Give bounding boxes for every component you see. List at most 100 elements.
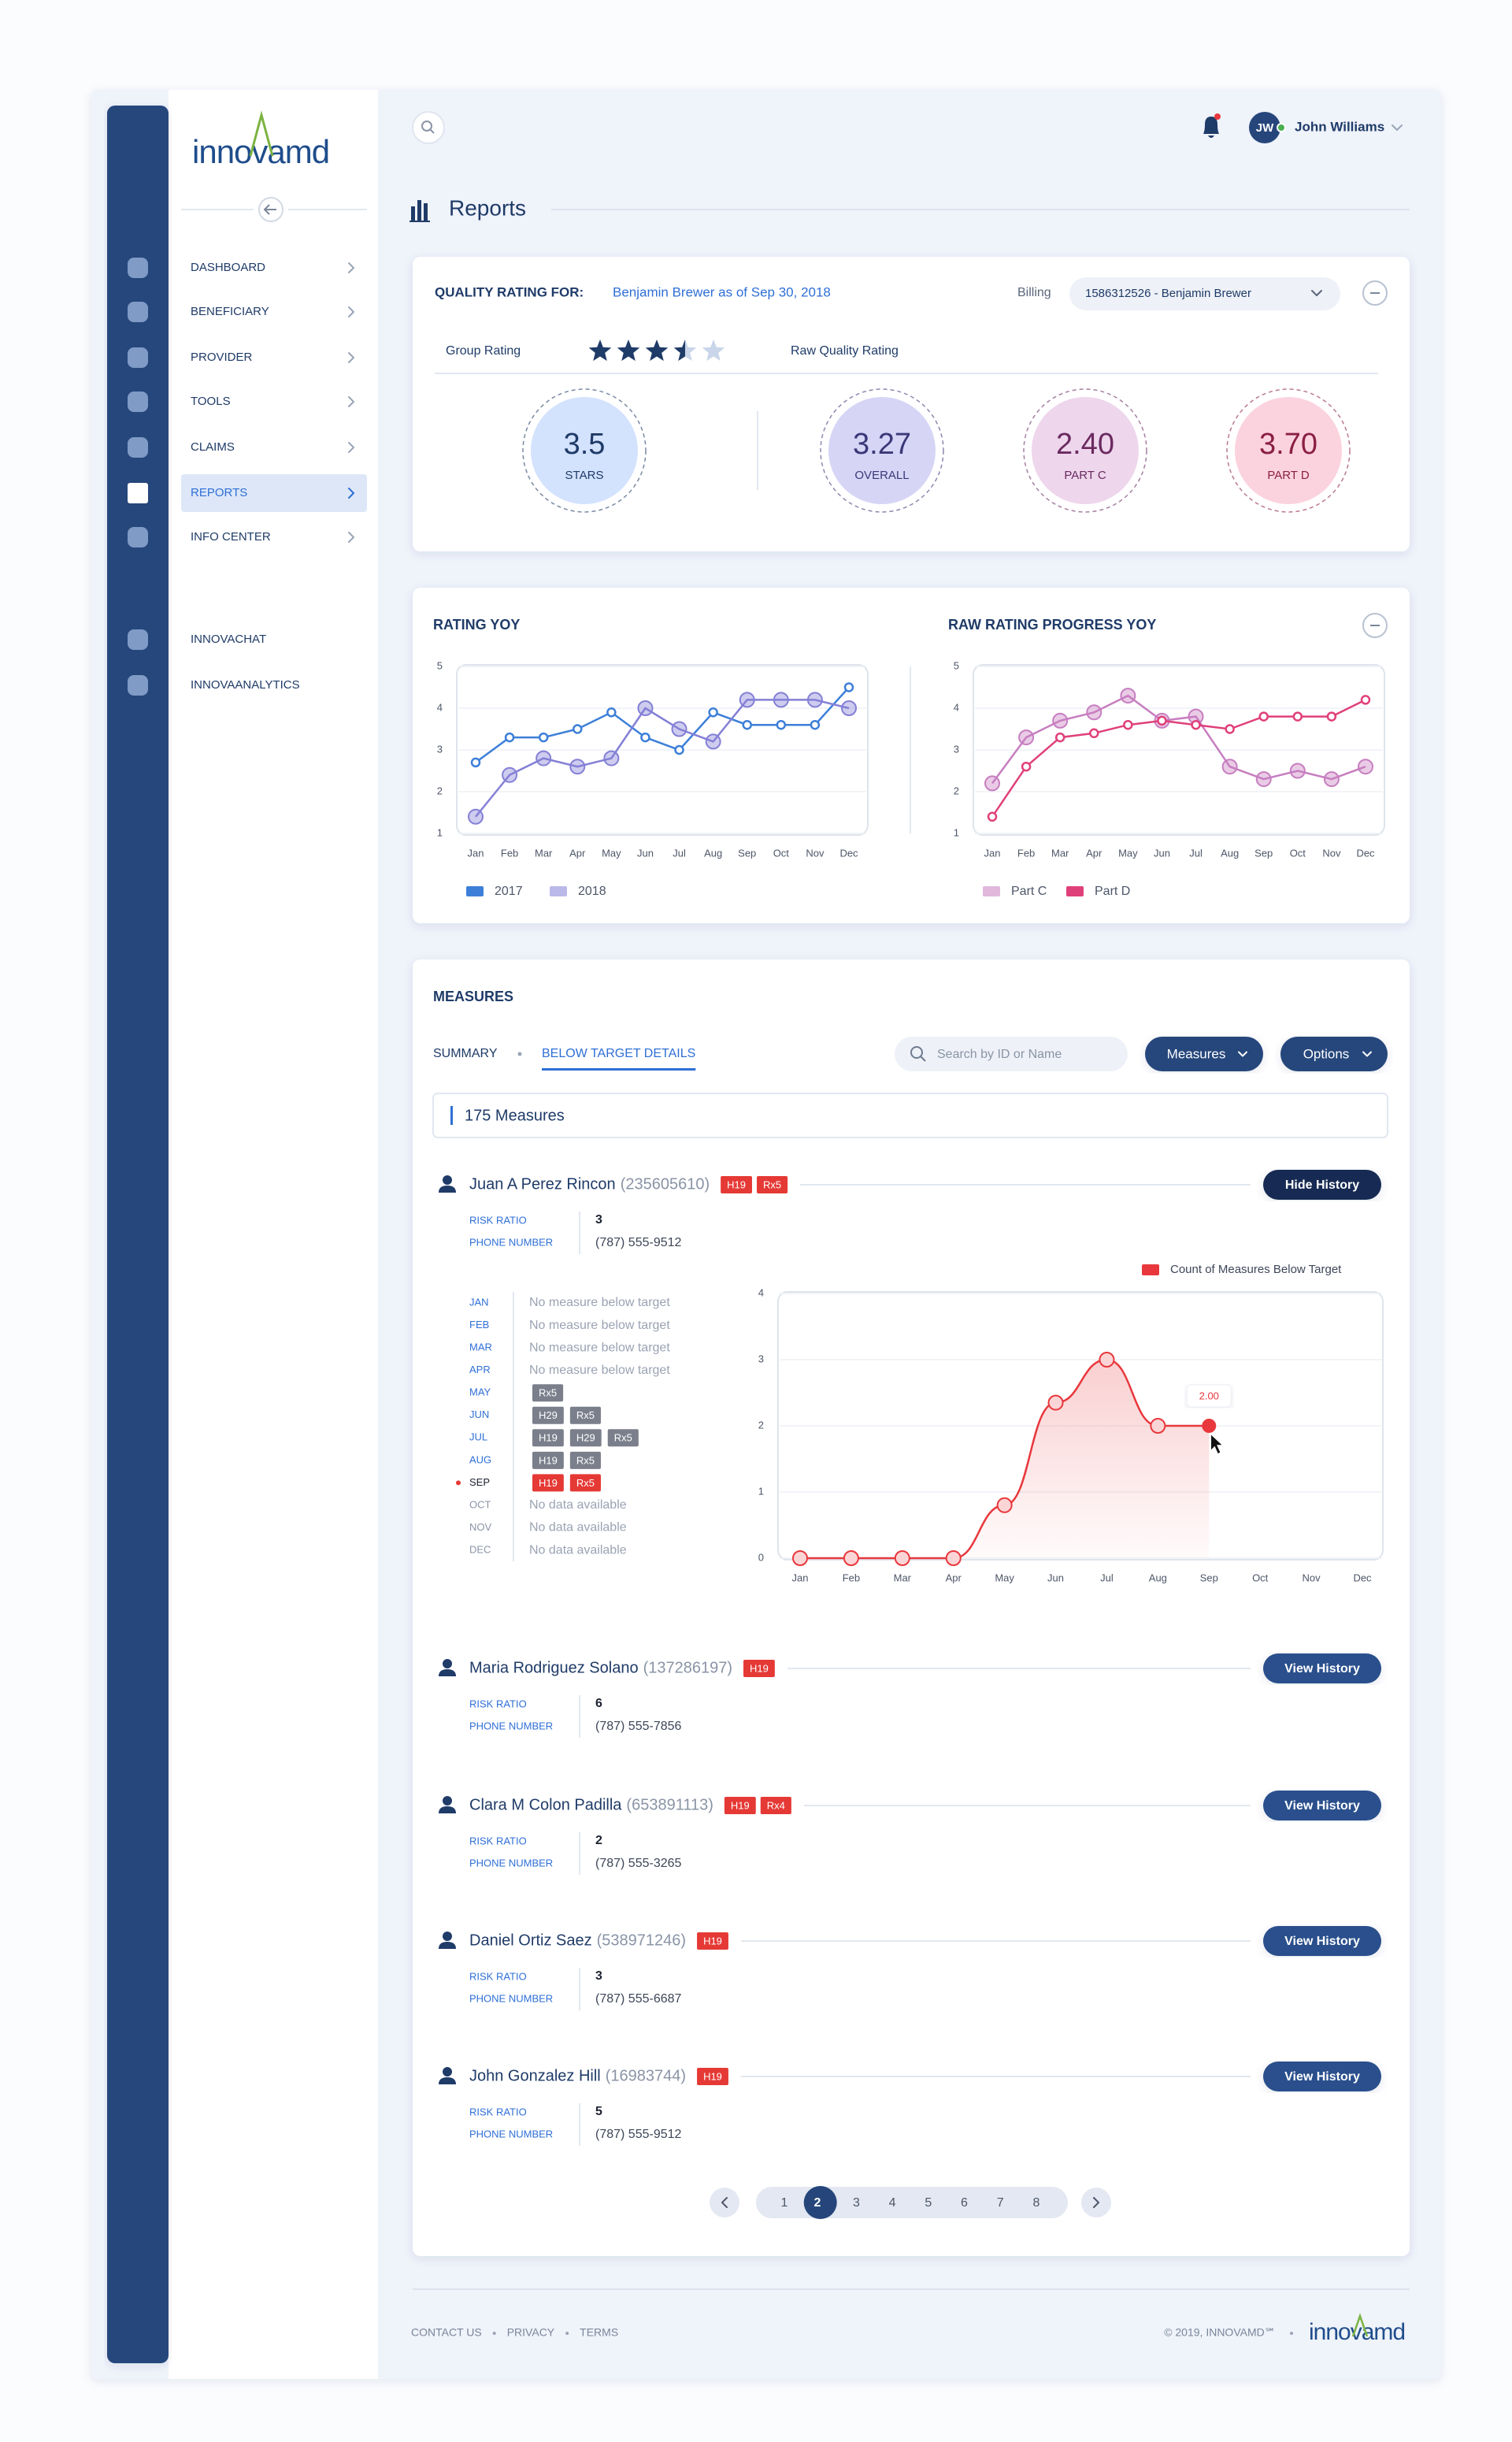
tag-label: H19 bbox=[539, 1432, 558, 1444]
page-number[interactable]: 3 bbox=[853, 2196, 860, 2210]
history-button[interactable] bbox=[1263, 1791, 1381, 1820]
nav-item: REPORTS bbox=[191, 486, 247, 499]
point bbox=[739, 692, 755, 708]
rating-label: PART C bbox=[1064, 469, 1106, 482]
chevron bbox=[1392, 124, 1403, 131]
x-tick-label: Jun bbox=[1154, 847, 1170, 859]
x-tick-label: Jan bbox=[468, 847, 484, 859]
history-button[interactable] bbox=[1263, 2062, 1381, 2091]
rating-value: 3.70 bbox=[1259, 428, 1317, 461]
chevron bbox=[721, 2197, 728, 2208]
rating-ring bbox=[1023, 388, 1147, 513]
avatar-initials: JW bbox=[1256, 121, 1274, 135]
page-number[interactable]: 6 bbox=[961, 2196, 968, 2210]
point bbox=[945, 1550, 962, 1566]
page-number[interactable]: 2 bbox=[814, 2196, 821, 2210]
dropdown-button[interactable] bbox=[1145, 1037, 1263, 1071]
footer-link[interactable]: PRIVACY bbox=[507, 2326, 555, 2339]
point bbox=[569, 759, 586, 775]
next-page[interactable] bbox=[1081, 2188, 1111, 2217]
star bbox=[617, 340, 640, 362]
history-button[interactable] bbox=[1263, 1926, 1381, 1956]
page-number[interactable]: 1 bbox=[781, 2196, 788, 2210]
nav-active-bg bbox=[181, 474, 367, 512]
page-track bbox=[756, 2187, 1068, 2218]
logo-mark bbox=[1351, 2313, 1369, 2337]
tag bbox=[697, 1932, 728, 1950]
chart-title: RAW RATING PROGRESS YOY bbox=[948, 617, 1156, 633]
tag bbox=[569, 1406, 601, 1424]
month-label: APR bbox=[469, 1364, 491, 1375]
point bbox=[996, 1497, 1013, 1513]
patient-id: (653891113) bbox=[626, 1796, 713, 1813]
x-tick-label: Apr bbox=[946, 1572, 962, 1583]
y-tick-label: 3 bbox=[954, 743, 959, 755]
point bbox=[1221, 759, 1238, 775]
point bbox=[810, 719, 821, 730]
x-tick-label: Oct bbox=[1290, 847, 1306, 859]
footer-link[interactable]: CONTACT US bbox=[411, 2326, 482, 2339]
history-button[interactable] bbox=[1263, 1170, 1381, 1200]
prev-page[interactable] bbox=[710, 2188, 739, 2217]
phone-value: (787) 555-6687 bbox=[595, 1992, 682, 2006]
patient-id: (16983744) bbox=[606, 2067, 686, 2084]
phone-value: (787) 555-3265 bbox=[595, 1857, 682, 1870]
tag bbox=[532, 1451, 564, 1469]
point bbox=[1326, 711, 1337, 722]
point bbox=[705, 733, 721, 750]
tag-label: Rx5 bbox=[576, 1477, 595, 1489]
point bbox=[1021, 761, 1032, 772]
month-note: No measure below target bbox=[529, 1319, 670, 1332]
page-title: Reports bbox=[449, 195, 526, 220]
measures-card bbox=[413, 959, 1410, 2256]
point bbox=[1358, 759, 1373, 775]
point bbox=[1089, 728, 1099, 739]
y-tick-label: 3 bbox=[758, 1353, 764, 1364]
field-label: RISK RATIO bbox=[469, 1698, 527, 1709]
history-button[interactable] bbox=[1263, 1653, 1381, 1683]
tag bbox=[532, 1384, 564, 1402]
legend-label: Part C bbox=[1011, 885, 1047, 898]
point bbox=[1360, 695, 1371, 705]
point bbox=[1292, 711, 1303, 722]
patient-name: Maria Rodriguez Solano bbox=[469, 1659, 639, 1676]
month-note: No data available bbox=[529, 1498, 627, 1512]
page-number[interactable]: 7 bbox=[997, 2196, 1004, 2210]
page-number[interactable]: 8 bbox=[1032, 2196, 1040, 2210]
month-label: MAY bbox=[469, 1386, 491, 1398]
billing-select[interactable] bbox=[1069, 277, 1340, 310]
y-tick-label: 5 bbox=[437, 659, 443, 671]
avatar bbox=[1249, 112, 1280, 143]
separator-dot bbox=[492, 2332, 496, 2335]
month-note: No measure below target bbox=[529, 1341, 670, 1354]
tag-label: Rx4 bbox=[767, 1799, 785, 1811]
user-name: John Williams bbox=[1295, 119, 1384, 134]
dropdown-button[interactable] bbox=[1280, 1037, 1388, 1071]
tag-label: H19 bbox=[539, 1454, 558, 1466]
footer-link[interactable]: TERMS bbox=[580, 2326, 618, 2339]
search-button[interactable] bbox=[412, 111, 445, 144]
page-number[interactable]: 4 bbox=[889, 2196, 896, 2210]
raw-rating-label: Raw Quality Rating bbox=[791, 344, 899, 358]
page-number[interactable]: 5 bbox=[925, 2196, 932, 2210]
status-dot bbox=[1277, 123, 1286, 132]
tag bbox=[532, 1406, 564, 1424]
legend-swatch bbox=[1142, 1264, 1159, 1275]
month-label: MAR bbox=[469, 1342, 492, 1353]
field-label: PHONE NUMBER bbox=[469, 1992, 553, 2004]
chevron bbox=[1238, 1051, 1247, 1057]
tag bbox=[697, 2068, 728, 2085]
count-bar bbox=[450, 1106, 453, 1125]
point bbox=[502, 766, 518, 783]
point bbox=[674, 744, 684, 755]
current-dot bbox=[456, 1480, 461, 1486]
search-field[interactable] bbox=[895, 1037, 1128, 1071]
chevron bbox=[1093, 2197, 1099, 2208]
logo-mark bbox=[249, 110, 274, 157]
x-tick-label: Jun bbox=[637, 847, 654, 859]
quality-card bbox=[413, 257, 1410, 551]
title-icon bbox=[424, 203, 428, 221]
risk-value: 5 bbox=[595, 2105, 602, 2118]
